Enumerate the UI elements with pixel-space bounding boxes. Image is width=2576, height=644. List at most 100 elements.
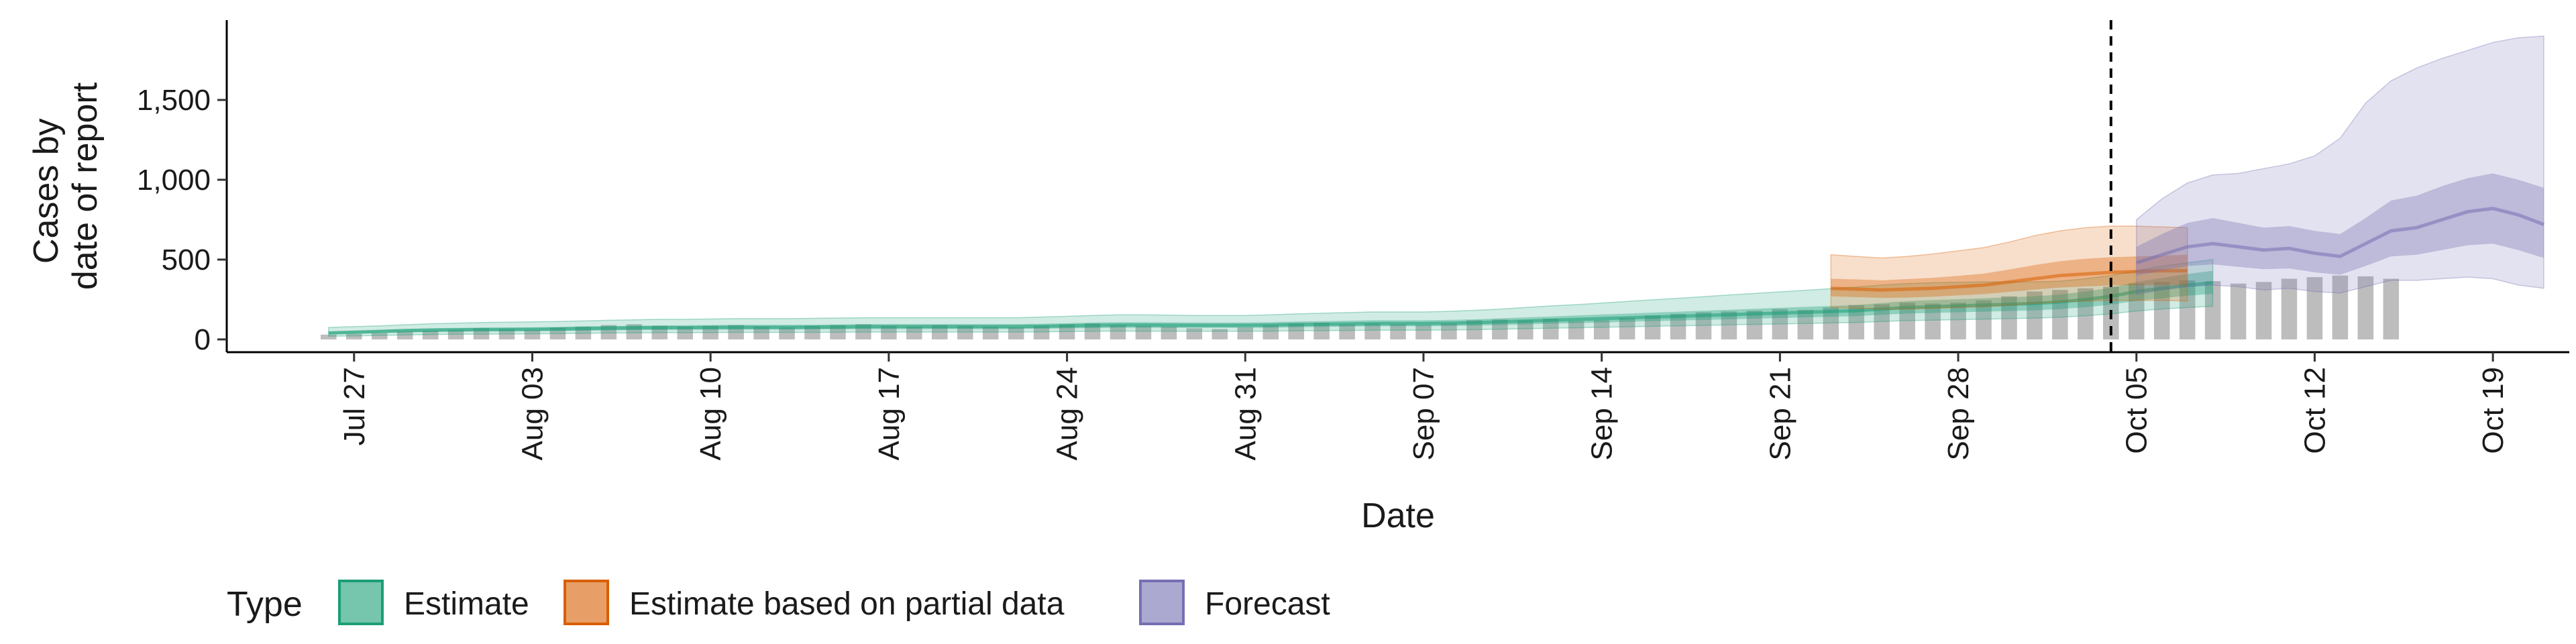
reported-cases-bar: [753, 326, 769, 339]
reported-cases-bar: [1135, 325, 1152, 339]
reported-cases-bar: [1008, 327, 1024, 339]
legend-swatch-estimate: [338, 580, 384, 625]
reported-cases-bar: [422, 330, 439, 339]
legend-swatch-forecast: [1139, 580, 1185, 625]
legend-label-forecast: Forecast: [1205, 586, 1330, 622]
reported-cases-bar: [321, 334, 337, 339]
reported-cases-bar: [1441, 323, 1457, 339]
reported-cases-bar: [957, 325, 973, 339]
reported-cases-bar: [1874, 304, 1890, 339]
x-axis-title: Date: [1361, 496, 1435, 535]
reported-cases-bar: [447, 329, 464, 339]
reported-cases-bar: [2332, 275, 2349, 339]
reported-cases-bar: [1415, 325, 1432, 339]
reported-cases-bar: [1644, 315, 1661, 339]
x-tick-label: Aug 24: [1051, 367, 1084, 460]
reported-cases-bar: [804, 325, 820, 339]
y-tick-label: 1,000: [137, 164, 211, 197]
legend: Type Estimate Estimate based on partial d…: [227, 580, 1330, 625]
forecast-outer-band: [2135, 36, 2544, 296]
reported-cases-bar: [1950, 303, 1966, 339]
reported-cases-bar: [1288, 323, 1304, 339]
x-tick-label: Jul 27: [338, 367, 371, 445]
reported-cases-bar: [2255, 282, 2272, 339]
reported-cases-bar: [1110, 325, 1126, 339]
reported-cases-bar: [1848, 305, 1864, 339]
y-axis-ticks: 0 500 1,000 1,500: [137, 84, 227, 356]
reported-cases-bar: [1517, 320, 1534, 339]
reported-cases-bar: [1746, 311, 1763, 339]
reported-cases-bar: [1466, 320, 1483, 339]
reported-cases-bar: [1161, 326, 1177, 339]
legend-items: Estimate Estimate based on partial data Fo…: [338, 580, 1330, 625]
estimate-inner-band: [328, 270, 2213, 335]
reported-cases-bar: [1033, 325, 1050, 339]
reported-cases-bar: [524, 329, 541, 339]
reported-cases-bar: [2383, 278, 2400, 339]
x-tick-label: Aug 10: [694, 367, 727, 460]
y-axis-title-line-1: Cases by: [27, 118, 66, 264]
x-tick-label: Oct 19: [2477, 367, 2510, 454]
legend-label-estimate: Estimate: [404, 586, 529, 622]
reported-cases-bar: [677, 326, 693, 339]
x-tick-label: Sep 07: [1407, 367, 1440, 460]
reported-cases-bar: [932, 325, 948, 339]
x-axis-ticks: Jul 27 Aug 03 Aug 10 Aug 17 Aug 24 Aug 31 Sep …: [338, 352, 2510, 460]
reported-cases-bar: [1263, 325, 1279, 339]
reported-cases-bar: [1925, 303, 1941, 339]
forecast-inner-band: [2136, 173, 2544, 276]
x-tick-label: Oct 05: [2121, 367, 2153, 454]
reported-cases-bar: [702, 325, 718, 339]
reported-cases-bar: [1695, 312, 1712, 339]
plot-area: [321, 20, 2544, 352]
reported-cases-bar: [1670, 313, 1686, 339]
reported-cases-bar: [1390, 324, 1406, 339]
axes: [225, 20, 2569, 354]
estimate-median-line: [328, 281, 2213, 335]
reported-cases-bar: [1492, 319, 1508, 339]
x-tick-label: Aug 17: [873, 367, 906, 460]
reported-cases-bar: [1976, 300, 1992, 339]
reported-cases-bar: [1797, 309, 1814, 339]
reported-cases-bar: [396, 331, 413, 339]
reported-cases-bar: [779, 327, 795, 339]
x-tick-label: Aug 31: [1229, 367, 1262, 460]
x-tick-label: Aug 03: [516, 367, 549, 460]
reported-cases-bar: [2357, 276, 2374, 339]
reported-cases-bar: [2001, 296, 2017, 339]
reported-cases-bar: [1568, 321, 1585, 339]
reported-cases-bar: [1084, 323, 1101, 339]
reported-cases-bar: [1339, 324, 1355, 339]
x-tick-label: Oct 12: [2298, 367, 2331, 454]
y-axis-title-line-2: date of report: [66, 82, 105, 290]
reported-cases-bar: [881, 325, 897, 339]
reported-cases-bar: [1364, 323, 1381, 339]
reported-cases-bar: [2306, 277, 2323, 339]
legend-title: Type: [227, 585, 303, 624]
reported-cases-bar: [1059, 324, 1075, 339]
x-tick-label: Sep 14: [1586, 367, 1619, 460]
estimate-outer-band: [328, 259, 2214, 337]
reported-cases-bar: [1899, 303, 1915, 339]
reported-cases-bar: [1313, 322, 1330, 339]
reported-cases-bar: [498, 329, 515, 339]
reported-cases-bar: [1237, 327, 1254, 339]
reported-cases-bar: [2230, 283, 2247, 339]
forecast-median-line: [2135, 207, 2544, 265]
reported-cases-bar: [2281, 278, 2298, 339]
reported-cases-bar: [2204, 281, 2221, 339]
reported-cases-bar: [1186, 328, 1203, 339]
reported-cases-bar: [1212, 329, 1228, 339]
y-axis-title: Cases by date of report: [27, 82, 105, 290]
y-tick-label: 500: [162, 244, 211, 276]
reported-cases-bar: [982, 326, 999, 339]
legend-label-estimate-based-on-partial-data: Estimate based on partial data: [629, 586, 1065, 622]
reported-cases-bar: [1593, 320, 1610, 339]
x-tick-label: Sep 21: [1764, 367, 1796, 460]
reported-cases-bar: [1721, 311, 1737, 339]
reported-cases-bar: [1619, 317, 1635, 339]
reported-cases-bar: [1772, 309, 1788, 339]
reported-cases-bar: [2153, 282, 2170, 339]
legend-swatch-estimate-based-on-partial-data: [564, 580, 609, 625]
